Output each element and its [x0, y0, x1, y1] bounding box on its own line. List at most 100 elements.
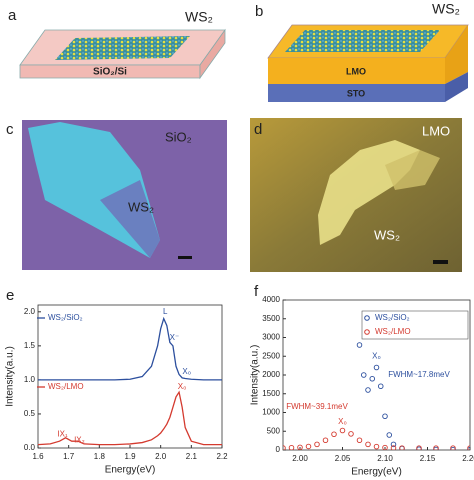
data-point — [382, 413, 388, 420]
panel-label: c — [6, 121, 14, 138]
data-point — [314, 441, 320, 448]
x-tick-label: 2.2 — [216, 452, 228, 461]
substrate-label: LMO — [422, 123, 450, 138]
legend-swatch — [364, 315, 370, 321]
legend-label: WS₂/SiO₂ — [375, 313, 410, 322]
x-axis-label: Energy(eV) — [351, 467, 402, 478]
layer-label: LMO — [346, 66, 366, 76]
x-tick-label: 2.15 — [420, 454, 436, 463]
y-tick-label: 0.5 — [24, 409, 36, 418]
panel-label: e — [6, 287, 14, 304]
material-label: WS₂ — [432, 1, 460, 17]
data-point — [373, 364, 380, 371]
y-tick-label: 1.5 — [24, 341, 36, 350]
series-line — [38, 316, 222, 381]
y-axis-label: Intensity(a.u.) — [250, 345, 261, 406]
panel-label: d — [254, 121, 262, 138]
data-point — [339, 427, 346, 434]
annotation: X₀ — [182, 367, 191, 376]
panel-label: b — [255, 3, 263, 20]
micrograph-d — [250, 118, 462, 272]
data-point — [361, 372, 367, 378]
schematic-a — [19, 28, 226, 80]
data-point — [378, 383, 384, 390]
annotation: IX₂ — [74, 436, 85, 445]
x-tick-label: 2.0 — [155, 452, 167, 461]
data-point — [450, 445, 456, 450]
x-tick-label: 1.8 — [94, 452, 106, 461]
data-point — [348, 431, 354, 437]
legend-swatch — [364, 329, 370, 335]
data-point — [382, 444, 388, 450]
y-tick-label: 0.0 — [24, 443, 36, 452]
panel-label: a — [8, 7, 17, 24]
x-tick-label: 2.00 — [292, 454, 308, 463]
x-axis-label: Energy(eV) — [105, 465, 156, 476]
x-tick-label: 2.10 — [377, 454, 393, 463]
y-tick-label: 4000 — [262, 295, 280, 304]
data-point — [322, 437, 329, 444]
x-tick-label: 2.20 — [462, 454, 474, 463]
annotation: X₀ — [178, 382, 187, 391]
y-tick-label: 1.0 — [24, 375, 36, 384]
plot-area — [37, 316, 222, 446]
data-point — [390, 445, 397, 450]
data-point — [283, 445, 286, 450]
data-point — [353, 290, 358, 295]
y-tick-label: 2.0 — [24, 307, 36, 316]
data-point — [288, 445, 295, 450]
legend-frame — [361, 310, 469, 340]
data-point — [356, 437, 363, 444]
data-point — [369, 376, 376, 382]
y-axis-label: Intensity(a.u.) — [5, 346, 16, 407]
x-tick-label: 2.1 — [186, 452, 198, 461]
micrograph-c — [22, 120, 227, 270]
plot-frame — [37, 304, 223, 449]
plot-area — [283, 290, 470, 450]
y-tick-label: 500 — [267, 426, 281, 435]
y-tick-label: 3500 — [262, 314, 280, 323]
data-point — [399, 445, 405, 450]
data-point — [433, 445, 439, 450]
annotation: X₀ — [372, 351, 381, 360]
material-label: WS₂ — [185, 9, 213, 25]
y-tick-label: 3000 — [262, 333, 280, 342]
series-line — [37, 390, 222, 446]
data-point — [386, 432, 393, 438]
data-point — [467, 445, 470, 450]
x-tick-label: 1.9 — [124, 452, 136, 461]
legend-label: WS₂/SiO₂ — [48, 313, 83, 322]
data-point — [365, 387, 371, 393]
data-point — [390, 441, 397, 448]
annotation: FWHM~39.1meV — [286, 402, 348, 411]
annotation: L — [163, 307, 168, 316]
y-tick-label: 1000 — [262, 408, 280, 417]
x-tick-label: 2.05 — [335, 454, 351, 463]
data-point — [416, 445, 422, 450]
annotation: FWHM~17.8meV — [388, 370, 450, 379]
flake-label: WS₂ — [128, 199, 154, 214]
data-point — [365, 441, 371, 448]
data-point — [331, 431, 337, 438]
schematic-b — [267, 24, 469, 102]
y-tick-label: 0 — [276, 445, 281, 454]
x-tick-label: 1.6 — [32, 452, 44, 461]
substrate-label: SiO₂/Si — [93, 67, 127, 78]
annotation: X⁻ — [170, 333, 180, 342]
legend-label: WS₂/LMO — [375, 327, 411, 336]
data-point — [305, 443, 312, 450]
panel-label: f — [254, 283, 259, 300]
data-point — [356, 342, 363, 348]
y-tick-label: 1500 — [262, 389, 280, 398]
data-point — [373, 443, 380, 450]
x-tick-label: 1.7 — [63, 452, 75, 461]
legend-label: WS₂/LMO — [48, 382, 84, 391]
layer-label: STO — [347, 88, 365, 98]
flake-label: WS₂ — [374, 227, 400, 242]
substrate-label: SiO₂ — [165, 129, 192, 144]
annotation: IX₁ — [57, 429, 68, 438]
y-tick-label: 2000 — [262, 370, 280, 379]
data-point — [297, 444, 303, 450]
annotation: X₀ — [338, 417, 347, 426]
